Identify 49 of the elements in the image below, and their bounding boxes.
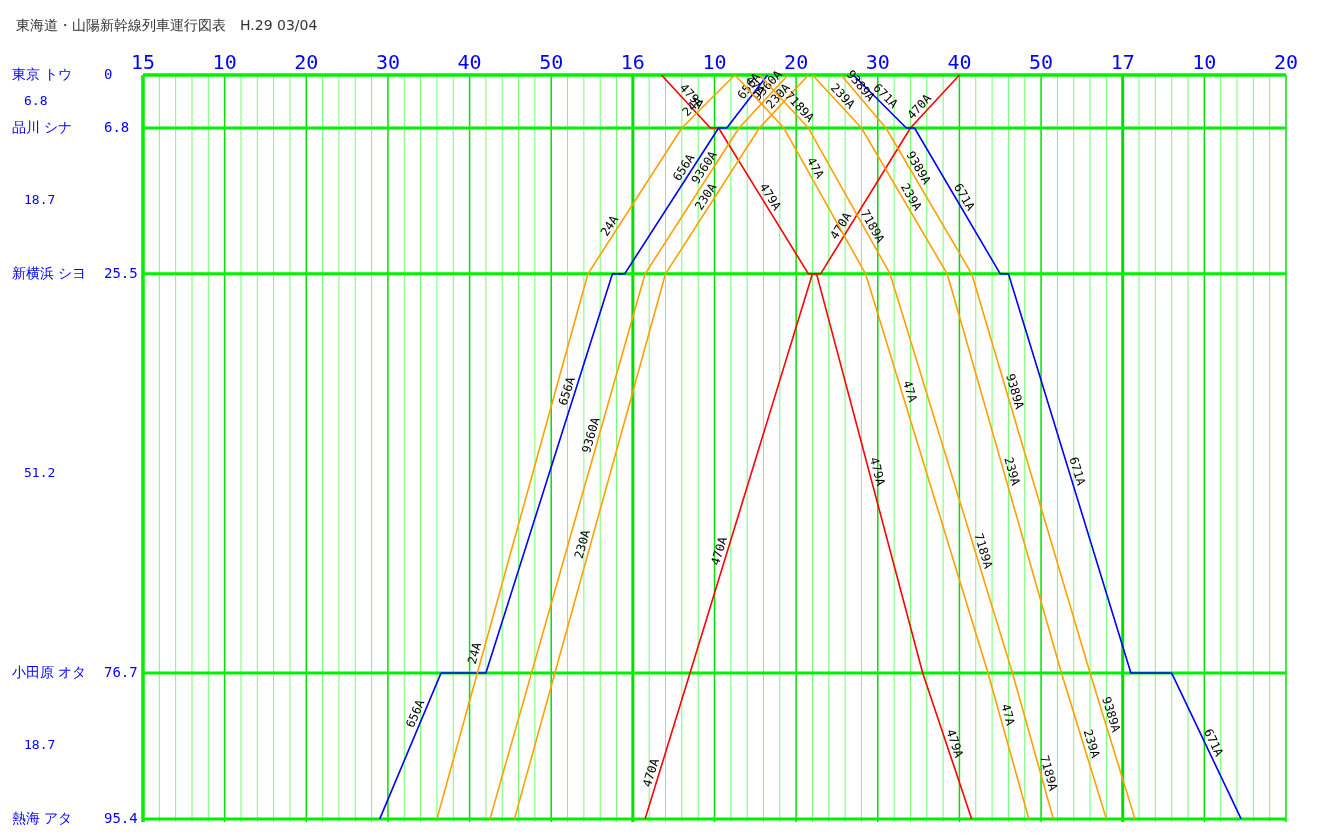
y-tick-label: 95.4 bbox=[104, 809, 138, 826]
text: 470A bbox=[639, 756, 662, 789]
x-tick-label: 10 bbox=[1192, 50, 1217, 74]
text: 6.8 bbox=[24, 93, 48, 109]
text: 479A bbox=[943, 727, 966, 760]
y-tick-label: 25.5 bbox=[104, 264, 138, 281]
text: 230A bbox=[571, 527, 594, 561]
text: 9389A bbox=[1003, 372, 1027, 412]
text: 47A bbox=[803, 154, 827, 181]
x-tick-label: 16 bbox=[620, 50, 645, 74]
x-tick-label: 50 bbox=[1029, 50, 1054, 74]
text: 51.2 bbox=[24, 464, 56, 480]
text: 7189A bbox=[971, 531, 996, 571]
x-tick-label: 15 bbox=[130, 50, 156, 74]
y-tick-label: 6.8 bbox=[104, 119, 130, 136]
text: 470A bbox=[708, 534, 731, 567]
x-tick-label: 20 bbox=[1273, 50, 1299, 74]
text: 47A bbox=[900, 378, 920, 404]
text: 24A bbox=[597, 212, 622, 239]
x-tick-label: 10 bbox=[212, 50, 237, 74]
y-tick-label: 76.7 bbox=[104, 664, 138, 681]
text: 7189A bbox=[1037, 753, 1061, 794]
x-tick-label: 50 bbox=[539, 50, 564, 74]
x-tick-label: 10 bbox=[702, 50, 727, 74]
text: 479A bbox=[866, 455, 889, 488]
x-tick-label: 30 bbox=[375, 50, 400, 74]
x-tick-label: 20 bbox=[784, 50, 809, 74]
x-tick-label: 40 bbox=[947, 50, 972, 74]
text: 新横浜 シヨ bbox=[12, 264, 87, 281]
text: 656A bbox=[403, 697, 428, 730]
x-tick-label: 40 bbox=[457, 50, 482, 74]
text: 671A bbox=[1201, 726, 1227, 759]
text: 小田原 オタ bbox=[12, 664, 87, 681]
text: 24A bbox=[464, 640, 485, 666]
x-tick-label: 30 bbox=[865, 50, 890, 74]
text: 18.7 bbox=[24, 737, 56, 753]
text: 656A bbox=[555, 374, 579, 408]
chart-title: 東海道・山陽新幹線列車運行図表 H.29 03/04 bbox=[16, 17, 318, 33]
text: 9360A bbox=[579, 415, 603, 455]
y-tick-label: 0 bbox=[104, 66, 113, 82]
text: 18.7 bbox=[24, 192, 56, 208]
text: 671A bbox=[1066, 455, 1089, 488]
text: 品川 シナ bbox=[12, 119, 73, 136]
x-tick-label: 17 bbox=[1110, 50, 1135, 74]
text: 47A bbox=[998, 702, 1018, 727]
text: 東京 トウ bbox=[12, 66, 73, 82]
x-tick-label: 20 bbox=[294, 50, 319, 74]
text: 熱海 アタ bbox=[12, 809, 73, 826]
text: 239A bbox=[1001, 455, 1023, 488]
